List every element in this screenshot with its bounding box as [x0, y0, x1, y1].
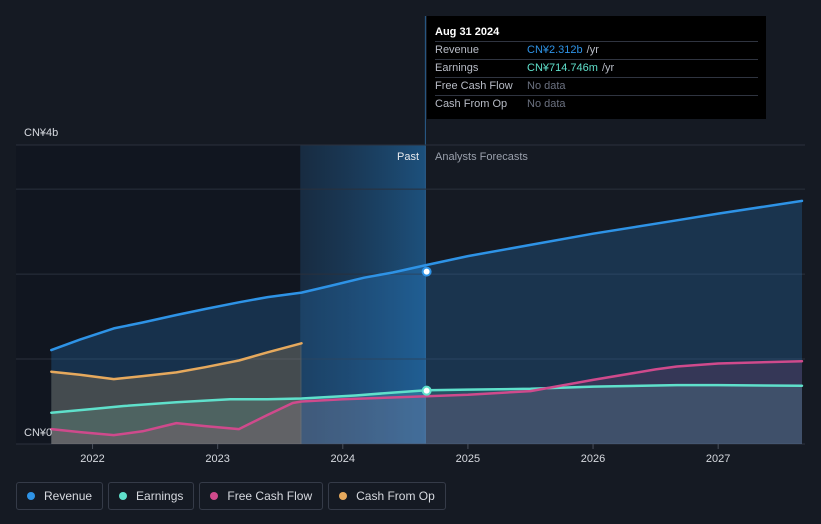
tooltip-row-label: Free Cash Flow: [435, 80, 513, 92]
legend-label: Cash From Op: [356, 489, 435, 503]
tooltip-date: Aug 31 2024: [435, 26, 500, 38]
legend-label: Earnings: [136, 489, 184, 503]
past-label: Past: [397, 151, 419, 163]
x-tick-label: 2024: [331, 453, 355, 465]
legend-item-earnings[interactable]: Earnings: [108, 482, 195, 510]
tooltip-row-free-cash-flow: Free Cash Flow No data: [435, 77, 758, 95]
tooltip-row-value: CN¥714.746m: [527, 62, 598, 74]
legend-dot-icon: [210, 492, 219, 500]
area-revenue: [51, 200, 803, 444]
tooltip-row-label: Revenue: [435, 44, 480, 56]
y-axis-top-label: CN¥4b: [24, 127, 58, 139]
legend-item-cash-from-op[interactable]: Cash From Op: [328, 482, 446, 510]
past-region: [16, 145, 301, 444]
x-tick-label: 2025: [456, 453, 480, 465]
x-tick-label: 2026: [581, 453, 605, 465]
tooltip-row-label: Cash From Op: [435, 98, 508, 110]
tooltip-row-label: Earnings: [435, 62, 479, 74]
marker-earnings: [421, 385, 432, 396]
tooltip-row-unit: /yr: [601, 62, 615, 74]
legend-item-revenue[interactable]: Revenue: [16, 482, 104, 510]
tooltip-row-earnings: Earnings CN¥714.746m/yr: [435, 59, 758, 77]
area-cash-from-op: [51, 343, 302, 444]
tooltip-rows: Revenue CN¥2.312b/yr Earnings CN¥714.746m/y…: [435, 41, 758, 113]
tooltip-row-value: No data: [527, 80, 566, 92]
tooltip-row-cash-from-op: Cash From Op No data: [435, 95, 758, 113]
chart-background: [16, 16, 426, 444]
line-cash-from-op: [50, 342, 303, 381]
axis-labels: CN¥4b CN¥0 Past Analysts Forecasts: [24, 127, 528, 439]
line-revenue: [50, 199, 804, 352]
legend-dot-icon: [119, 492, 128, 500]
tooltip-row-revenue: Revenue CN¥2.312b/yr: [435, 41, 758, 59]
forecast-label: Analysts Forecasts: [435, 151, 528, 163]
series-lines: [50, 199, 804, 437]
line-earnings: [50, 383, 804, 414]
tooltip-row-value: No data: [527, 98, 566, 110]
tooltip-row-unit: /yr: [586, 44, 599, 56]
x-tick-label: 2027: [706, 453, 730, 465]
tooltip-row-value: CN¥2.312b: [527, 44, 583, 56]
legend-dot-icon: [27, 492, 35, 500]
x-tick-label: 2023: [205, 453, 229, 465]
legend-label: Revenue: [44, 489, 93, 503]
legend-dot-icon: [339, 492, 348, 500]
area-free-cash-flow: [51, 361, 803, 444]
line-free-cash-flow: [50, 359, 804, 437]
legend-label: Free Cash Flow: [227, 489, 313, 503]
marker-revenue: [421, 266, 432, 277]
y-axis-bottom-label: CN¥0: [24, 427, 52, 439]
legend-item-free-cash-flow[interactable]: Free Cash Flow: [199, 482, 324, 510]
x-axis-ticks: 2022 2023 2024 2025 2026 2027: [80, 444, 730, 465]
hover-tooltip: Aug 31 2024 Revenue CN¥2.312b/yr Earnings C…: [427, 16, 766, 119]
grid-lines: [16, 144, 805, 445]
chart-legend: Revenue Earnings Free Cash Flow Cash From O…: [16, 482, 446, 512]
x-tick-label: 2022: [80, 453, 104, 465]
series-markers: [421, 266, 432, 396]
